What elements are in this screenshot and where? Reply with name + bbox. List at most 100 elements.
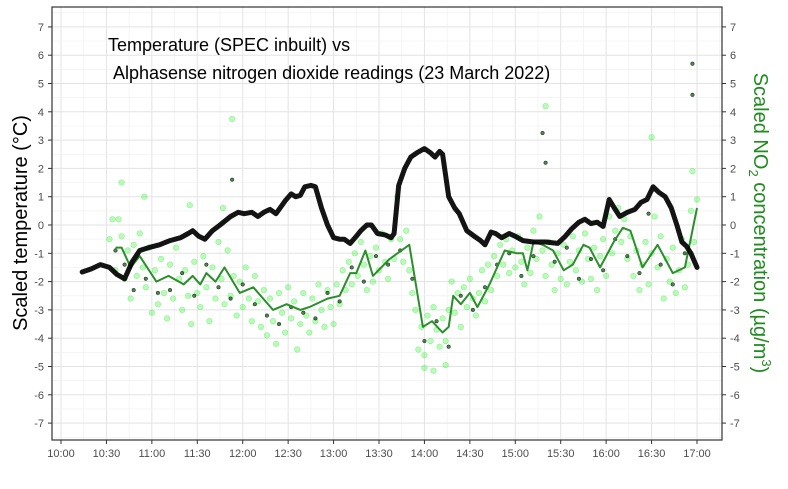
no2-point-light — [197, 303, 204, 311]
no2-point-light — [333, 281, 340, 288]
no2-point-light — [136, 230, 143, 237]
no2-point-light — [257, 323, 264, 330]
no2-point-light — [609, 250, 616, 257]
no2-point-light — [369, 278, 377, 285]
no2-point-light — [421, 352, 428, 359]
no2-point-light — [309, 295, 316, 302]
no2-point-light — [275, 289, 283, 297]
y-tick-label-right: -1 — [730, 248, 740, 260]
no2-point-dark — [552, 259, 557, 264]
y-tick-label-right: -7 — [730, 418, 740, 430]
no2-point-dark — [386, 262, 391, 267]
right-label-part: Scaled NO — [749, 73, 771, 170]
no2-point-light — [475, 289, 483, 297]
no2-point-light — [512, 264, 519, 271]
x-tick-label: 16:00 — [592, 448, 620, 460]
no2-points-dark — [113, 61, 695, 349]
no2-point-light — [127, 295, 134, 302]
no2-point-light — [539, 247, 546, 254]
no2-point-dark — [482, 285, 488, 290]
no2-point-light — [687, 207, 695, 214]
no2-point-light — [689, 168, 696, 175]
y-tick-label-left: 3 — [38, 135, 44, 147]
no2-point-dark — [637, 271, 642, 276]
no2-point-dark — [601, 268, 606, 273]
no2-point-light — [330, 320, 337, 328]
no2-point-light — [148, 309, 155, 316]
no2-point-dark — [531, 254, 536, 259]
no2-point-light — [497, 241, 504, 248]
no2-point-light — [536, 213, 543, 220]
no2-point-light — [172, 244, 180, 251]
no2-point-light — [560, 241, 567, 248]
no2-point-light — [260, 286, 268, 294]
chart-title-line1: Temperature (SPEC inbuilt) vs — [108, 35, 350, 55]
no2-point-light — [200, 253, 207, 260]
no2-points-light — [106, 103, 701, 374]
no2-point-dark — [690, 92, 695, 97]
no2-point-light — [166, 261, 174, 268]
no2-point-light — [303, 312, 310, 319]
no2-point-light — [191, 258, 198, 265]
no2-point-light — [603, 272, 610, 280]
no2-point-light — [442, 361, 449, 369]
no2-point-light — [563, 281, 570, 288]
no2-point-light — [672, 289, 679, 297]
no2-point-light — [218, 275, 225, 282]
no2-point-light — [439, 315, 446, 322]
no2-point-light — [648, 134, 655, 141]
no2-point-light — [266, 295, 274, 302]
no2-point-dark — [216, 285, 221, 290]
y-tick-label-left: 0 — [38, 220, 44, 232]
no2-point-light — [133, 272, 140, 280]
no2-point-light — [454, 289, 461, 297]
no2-point-light — [524, 244, 531, 251]
no2-point-light — [478, 267, 486, 274]
no2-point-light — [357, 238, 364, 246]
no2-point-dark — [434, 319, 439, 324]
no2-point-light — [219, 204, 227, 212]
no2-point-light — [651, 213, 658, 220]
no2-point-light — [115, 216, 122, 223]
no2-point-light — [572, 267, 579, 274]
no2-point-dark — [122, 262, 127, 267]
no2-point-light — [415, 346, 422, 353]
no2-point-dark — [228, 296, 233, 301]
no2-point-light — [229, 115, 236, 122]
no2-point-light — [642, 238, 649, 246]
x-tick-label: 11:30 — [184, 448, 211, 460]
no2-point-light — [233, 312, 240, 319]
right-label-superscript: 3 — [759, 359, 774, 366]
no2-point-dark — [576, 276, 581, 281]
y-tick-label-right: 6 — [730, 50, 736, 62]
no2-point-light — [109, 216, 116, 223]
y-tick-label-right: 5 — [730, 79, 736, 91]
no2-point-light — [327, 303, 334, 311]
y-tick-label-left: 2 — [38, 163, 44, 175]
no2-point-dark — [646, 211, 651, 216]
no2-point-light — [139, 264, 146, 271]
x-tick-label: 12:00 — [229, 448, 257, 460]
no2-point-light — [506, 270, 513, 277]
no2-point-light — [466, 275, 473, 282]
no2-point-dark — [313, 316, 318, 321]
no2-point-light — [409, 289, 416, 297]
no2-point-light — [285, 284, 292, 291]
no2-point-light — [457, 323, 464, 330]
no2-point-dark — [240, 282, 245, 287]
no2-point-light — [645, 281, 652, 288]
no2-point-light — [660, 295, 667, 302]
y-tick-label-right: -6 — [730, 390, 740, 402]
y-tick-label-right: -5 — [730, 362, 740, 374]
no2-point-light — [278, 309, 286, 316]
no2-point-light — [291, 298, 298, 305]
x-tick-label: 15:00 — [502, 448, 530, 460]
no2-point-dark — [230, 177, 235, 182]
no2-point-light — [618, 238, 625, 246]
y-tick-label-right: 7 — [730, 22, 736, 34]
no2-point-light — [551, 286, 558, 294]
no2-point-dark — [349, 265, 354, 270]
no2-point-light — [406, 267, 413, 274]
no2-point-light — [118, 233, 125, 240]
